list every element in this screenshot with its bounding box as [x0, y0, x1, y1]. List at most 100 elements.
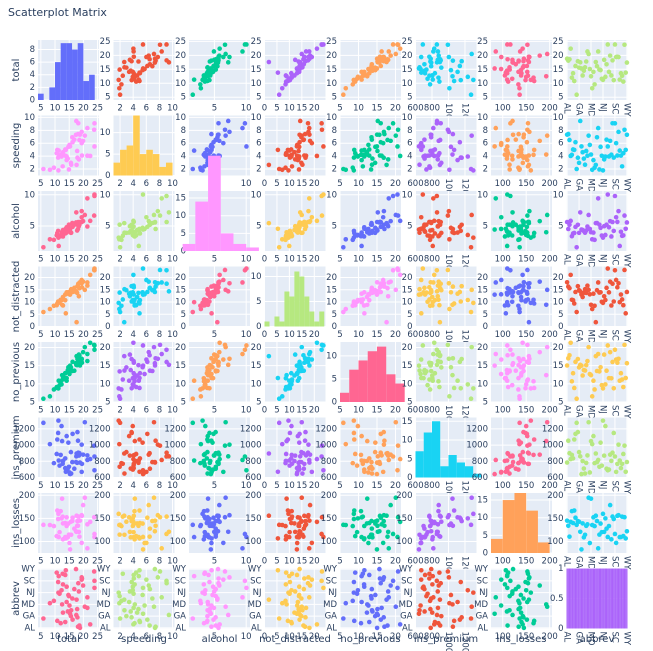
scatter-point — [85, 351, 90, 357]
scatter-point — [74, 210, 79, 215]
scatter-point — [427, 285, 432, 290]
scatter-point — [275, 375, 281, 381]
x-tick-label: 10 — [167, 557, 178, 567]
histogram-bar — [38, 93, 44, 100]
scatter-point — [587, 292, 593, 297]
y-tick-label: 20 — [326, 51, 337, 61]
scatter-point — [122, 286, 127, 292]
scatter-point — [68, 162, 74, 168]
y-tick-label: 10 — [175, 211, 186, 221]
y-tick-label: 5 — [332, 93, 337, 103]
scatter-point — [360, 571, 366, 577]
scatter-point — [117, 92, 123, 97]
scatter-point — [427, 233, 432, 239]
scatter-point — [592, 523, 597, 529]
scatter-point — [216, 120, 221, 126]
histogram-bar — [626, 568, 628, 629]
scatter-point — [624, 360, 630, 366]
scatter-point — [524, 617, 530, 622]
y-tick-label: 1200 — [542, 424, 564, 434]
scatter-point — [465, 297, 471, 303]
y-tick-label: MD — [97, 600, 111, 610]
scatter-point — [54, 570, 60, 575]
scatter-point — [147, 56, 152, 62]
scatter-point — [79, 442, 84, 447]
scatter-point — [128, 609, 134, 614]
histogram-bar — [572, 568, 574, 629]
scatter-point — [309, 54, 315, 60]
scatter-point — [575, 283, 581, 289]
scatter-point — [120, 461, 126, 467]
scatter-point — [439, 365, 444, 370]
scatter-point — [397, 622, 403, 627]
y-tick-label: 0 — [181, 247, 186, 257]
scatter-point — [588, 496, 594, 501]
scatter-point — [137, 226, 142, 232]
scatter-point — [377, 289, 382, 295]
scatter-point — [434, 362, 440, 368]
histogram-bar — [152, 154, 160, 176]
scatter-point — [91, 569, 97, 574]
scatter-point — [289, 571, 295, 577]
scatter-point — [471, 511, 476, 517]
scatter-point — [395, 468, 400, 473]
scatter-point — [458, 516, 464, 522]
scatter-point — [276, 244, 282, 250]
scatter-point — [205, 438, 211, 444]
column-label: no_previous — [340, 634, 400, 645]
histogram-bar — [289, 296, 295, 327]
scatter-point — [592, 303, 597, 309]
y-tick-label: 8 — [483, 126, 488, 136]
x-tick-label: 100 — [495, 632, 511, 642]
scatter-point — [601, 294, 607, 299]
scatter-point — [205, 65, 210, 70]
scatter-point — [146, 349, 152, 355]
scatter-point — [531, 618, 537, 624]
scatter-point — [591, 378, 596, 384]
scatter-point — [198, 394, 204, 399]
scatter-point — [131, 70, 137, 76]
scatter-point — [198, 441, 204, 447]
scatter-point — [585, 358, 590, 364]
x-tick-label: NJ — [597, 103, 607, 112]
scatter-point — [127, 294, 133, 299]
scatter-point — [520, 340, 525, 346]
scatter-point — [362, 70, 367, 75]
y-tick-label: 6 — [332, 139, 337, 149]
scatter-point — [569, 379, 575, 384]
scatter-point — [385, 285, 390, 291]
scatter-point — [418, 603, 423, 608]
x-tick-label: 5 — [274, 481, 279, 491]
scatter-point — [134, 610, 140, 615]
scatter-point — [595, 280, 601, 285]
y-tick-label: 10 — [175, 113, 186, 123]
scatter-point — [568, 218, 573, 224]
scatter-point — [525, 164, 531, 169]
scatter-point — [589, 394, 595, 399]
scatter-point — [289, 423, 294, 429]
scatter-point — [79, 285, 85, 290]
scatter-point — [79, 140, 84, 146]
scatter-point — [352, 533, 358, 539]
y-tick-label: 8 — [181, 126, 186, 136]
panel-background — [38, 568, 99, 629]
histogram-bar — [195, 201, 209, 251]
x-tick-label: 10 — [50, 632, 61, 642]
y-tick-label: 8 — [558, 126, 563, 136]
scatter-point — [609, 537, 614, 542]
scatter-point — [431, 125, 436, 131]
scatter-point — [416, 547, 422, 552]
scatter-point — [422, 292, 428, 297]
x-tick-label: 800 — [424, 179, 440, 189]
scatter-point — [87, 272, 93, 278]
scatter-point — [57, 529, 62, 535]
scatter-point — [306, 125, 312, 131]
histogram-bar — [573, 568, 575, 629]
y-tick-label: 5 — [407, 93, 412, 103]
scatter-point — [580, 373, 585, 378]
y-tick-label: 10 — [251, 113, 262, 123]
scatter-point — [471, 300, 476, 306]
scatter-point — [525, 120, 531, 126]
scatter-point — [92, 121, 97, 126]
scatter-point — [381, 575, 387, 580]
